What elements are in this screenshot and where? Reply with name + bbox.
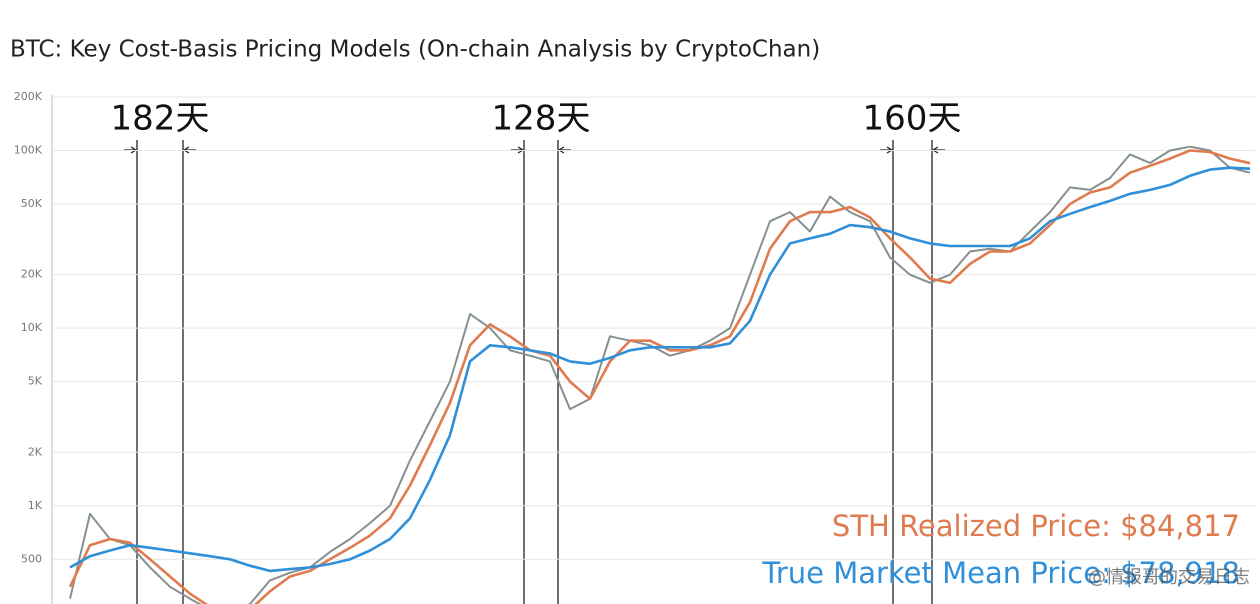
y-tick-label: 50K (21, 197, 43, 210)
y-tick-label: 5K (28, 375, 43, 388)
annotation: 128天 (492, 99, 591, 139)
y-tick-label: 100K (14, 143, 43, 156)
series-line (68, 149, 1251, 604)
sth-label: STH Realized Price: $84,817 (832, 509, 1240, 543)
y-tick-label: 200K (14, 90, 43, 103)
y-tick-label: 1K (28, 499, 43, 512)
y-tick-label: 10K (21, 321, 43, 334)
plot-area (52, 96, 1255, 604)
tmm-label: True Market Mean Price: $78,918 (761, 556, 1240, 590)
series-line (69, 145, 1251, 604)
chart-title: BTC: Key Cost-Basis Pricing Models (On-c… (10, 37, 820, 63)
y-tick-label: 500 (21, 552, 42, 565)
series-line (69, 166, 1251, 573)
annotation: 160天 (863, 99, 962, 139)
y-tick-label: 2K (28, 445, 43, 458)
annotation: 182天 (111, 99, 210, 139)
y-tick-label: 20K (21, 268, 43, 281)
watermark: @情报哥的交易日志 (1088, 567, 1250, 588)
